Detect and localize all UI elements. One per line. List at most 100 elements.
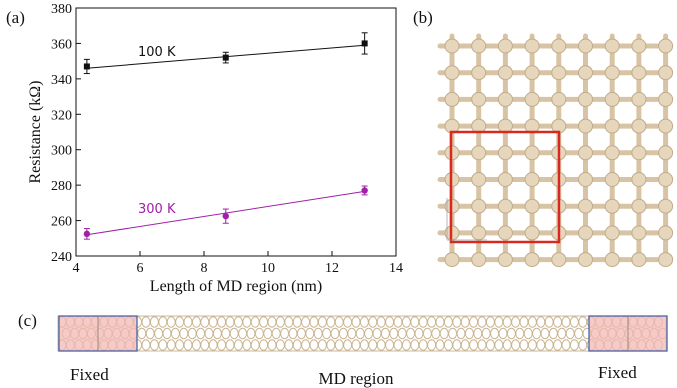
atom [658, 91, 674, 107]
y-tick-label: 300 [51, 144, 72, 159]
tube-hex-ring [527, 316, 537, 328]
tube-hex-ring [183, 339, 193, 351]
tube-hex-ring [359, 339, 369, 351]
series-layer [83, 32, 368, 240]
series-label-300k: 300 K [138, 202, 176, 217]
tube-hex-ring [166, 339, 176, 351]
tube-hex-ring [473, 327, 483, 340]
atom [578, 145, 593, 161]
atom [658, 118, 674, 134]
tube-hex-ring [267, 316, 277, 328]
atom [604, 91, 620, 107]
tube-hex-ring [217, 316, 227, 328]
tube-hex-ring [250, 316, 260, 328]
atom [497, 38, 513, 54]
tube-hex-ring [380, 327, 390, 340]
tube-hex-ring [401, 316, 411, 328]
tube-hex-ring [292, 316, 302, 328]
tube-hex-ring [208, 339, 218, 351]
tube-hex-ring [511, 316, 521, 328]
atom [497, 65, 513, 81]
tube-hex-ring [410, 316, 420, 328]
tube-hex-ring [200, 339, 210, 351]
atom [658, 65, 674, 81]
tube-hex-ring [309, 316, 319, 328]
tube-hex-ring [536, 316, 546, 328]
tube-hex-ring [385, 316, 395, 328]
tube-hex-ring [376, 316, 386, 328]
x-tick-label: 4 [73, 261, 80, 276]
resistance-chart: 4 6 8 10 12 14 240 260 280 300 320 340 360 380 Lengt… [27, 2, 403, 295]
panel-label-b: (b) [413, 8, 433, 27]
tube-hex-ring [427, 316, 437, 328]
tube-hex-ring [338, 327, 348, 340]
atom [471, 198, 487, 214]
data-point [361, 187, 368, 194]
y-tick-label: 260 [51, 215, 72, 230]
tube-hex-ring [246, 327, 256, 340]
atom [658, 225, 674, 241]
atom [631, 91, 647, 107]
atom [658, 38, 674, 54]
tube-hex-ring [498, 327, 508, 340]
tube-hex-ring [149, 339, 159, 351]
tube-hex-ring [288, 327, 298, 340]
tube-hex-ring [233, 339, 243, 351]
tube-hex-ring [544, 339, 554, 351]
tube-hex-ring [406, 327, 416, 340]
tube-hex-ring [452, 316, 462, 328]
tube-hex-ring [561, 316, 571, 328]
atom [524, 252, 540, 268]
atom [578, 65, 593, 81]
tube-hex-ring [502, 339, 512, 351]
atom [578, 118, 593, 134]
tube-hex-lattice [57, 316, 668, 351]
atom [658, 145, 674, 161]
tube-hex-ring [578, 316, 588, 328]
atom [578, 198, 593, 214]
tube-hex-ring [204, 327, 214, 340]
tube-hex-ring [162, 327, 172, 340]
series-0 [83, 32, 368, 75]
tube-hex-ring [431, 327, 441, 340]
tube-hex-ring [259, 339, 269, 351]
tube-hex-ring [179, 327, 189, 340]
atom [471, 38, 487, 54]
atom [471, 145, 487, 161]
atom [471, 65, 487, 81]
tube-hex-ring [418, 339, 428, 351]
tube-hex-ring [317, 339, 327, 351]
atom [658, 252, 674, 268]
tube-hex-ring [448, 327, 458, 340]
tube-hex-ring [469, 316, 479, 328]
tube-hex-ring [553, 316, 563, 328]
series-label-100k: 100 K [138, 45, 176, 60]
tube-hex-ring [296, 327, 306, 340]
y-tick-label: 320 [51, 108, 72, 123]
atom [631, 38, 647, 54]
atom [604, 65, 620, 81]
tube-hex-ring [355, 327, 365, 340]
tube-hex-ring [183, 316, 193, 328]
y-tick-label: 280 [51, 179, 72, 194]
atom [444, 252, 460, 268]
tube-hex-ring [191, 339, 201, 351]
tube-hex-ring [485, 339, 495, 351]
tube-hex-ring [200, 316, 210, 328]
tube-hex-ring [343, 316, 353, 328]
y-axis-label: Resistance (kΩ) [27, 81, 44, 184]
tube-hex-ring [326, 316, 336, 328]
series-1 [83, 185, 368, 240]
data-point [222, 212, 229, 220]
atom [524, 225, 540, 241]
atom [604, 225, 620, 241]
tube-hex-ring [569, 339, 579, 351]
caption-md-region: MD region [318, 369, 394, 388]
data-point [83, 63, 90, 70]
lattice-atoms [444, 38, 674, 268]
atom [604, 145, 620, 161]
tube-hex-ring [523, 327, 533, 340]
x-tick-label: 8 [201, 261, 208, 276]
tube-hex-ring [368, 339, 378, 351]
atom [578, 252, 593, 268]
